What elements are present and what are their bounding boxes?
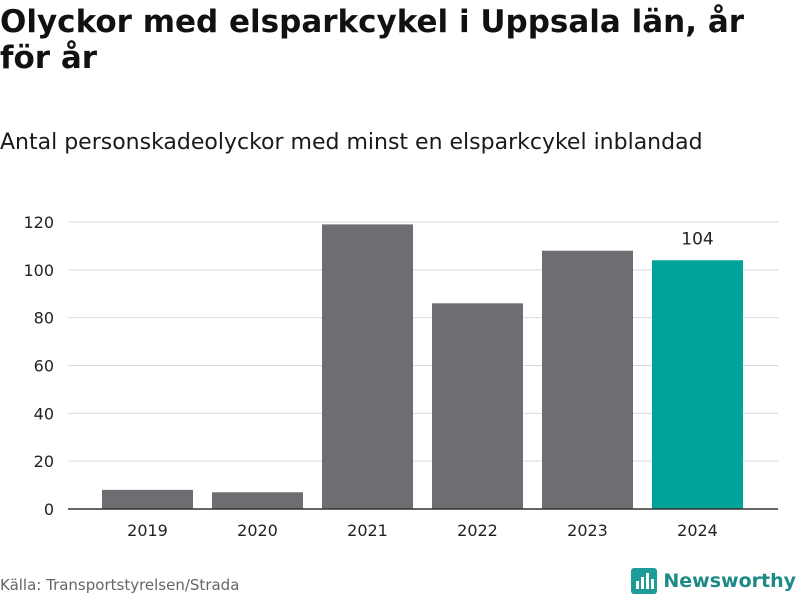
y-tick-label: 80 xyxy=(34,309,54,328)
y-tick-label: 20 xyxy=(34,452,54,471)
y-tick-label: 60 xyxy=(34,357,54,376)
bars xyxy=(102,224,743,509)
bar-chart: 0 20 40 60 80 100 120 2019 2020 2021 2022 2023 2024 1… xyxy=(23,213,778,540)
x-tick-label: 2020 xyxy=(237,521,278,540)
y-tick-label: 100 xyxy=(23,261,54,280)
y-tick-label: 40 xyxy=(34,404,54,423)
data-label: 104 xyxy=(681,229,713,249)
bar-2021 xyxy=(322,224,413,509)
x-tick-label: 2023 xyxy=(567,521,608,540)
brand-name: Newsworthy xyxy=(663,570,796,592)
bar-2019 xyxy=(102,489,193,509)
x-tick-label: 2021 xyxy=(347,521,388,540)
brand-logo[interactable]: Newsworthy xyxy=(631,568,796,594)
source-note: Källa: Transportstyrelsen/Strada xyxy=(0,576,240,594)
labels: 0 20 40 60 80 100 120 2019 2020 2021 2022 2023 2024 1… xyxy=(23,213,717,540)
y-tick-label: 120 xyxy=(23,213,54,232)
bar-2022 xyxy=(432,303,523,509)
bar-2024 xyxy=(652,260,743,509)
bar-2023 xyxy=(542,250,633,509)
bar-2020 xyxy=(212,492,303,509)
x-tick-label: 2024 xyxy=(677,521,718,540)
newsworthy-logo-icon xyxy=(631,568,658,594)
x-tick-label: 2022 xyxy=(457,521,498,540)
chart-title: Olyckor med elsparkcykel i Uppsala län, … xyxy=(0,4,745,76)
y-tick-label: 0 xyxy=(44,500,54,519)
chart-subtitle: Antal personskadeolyckor med minst en el… xyxy=(0,130,703,155)
x-tick-label: 2019 xyxy=(127,521,168,540)
